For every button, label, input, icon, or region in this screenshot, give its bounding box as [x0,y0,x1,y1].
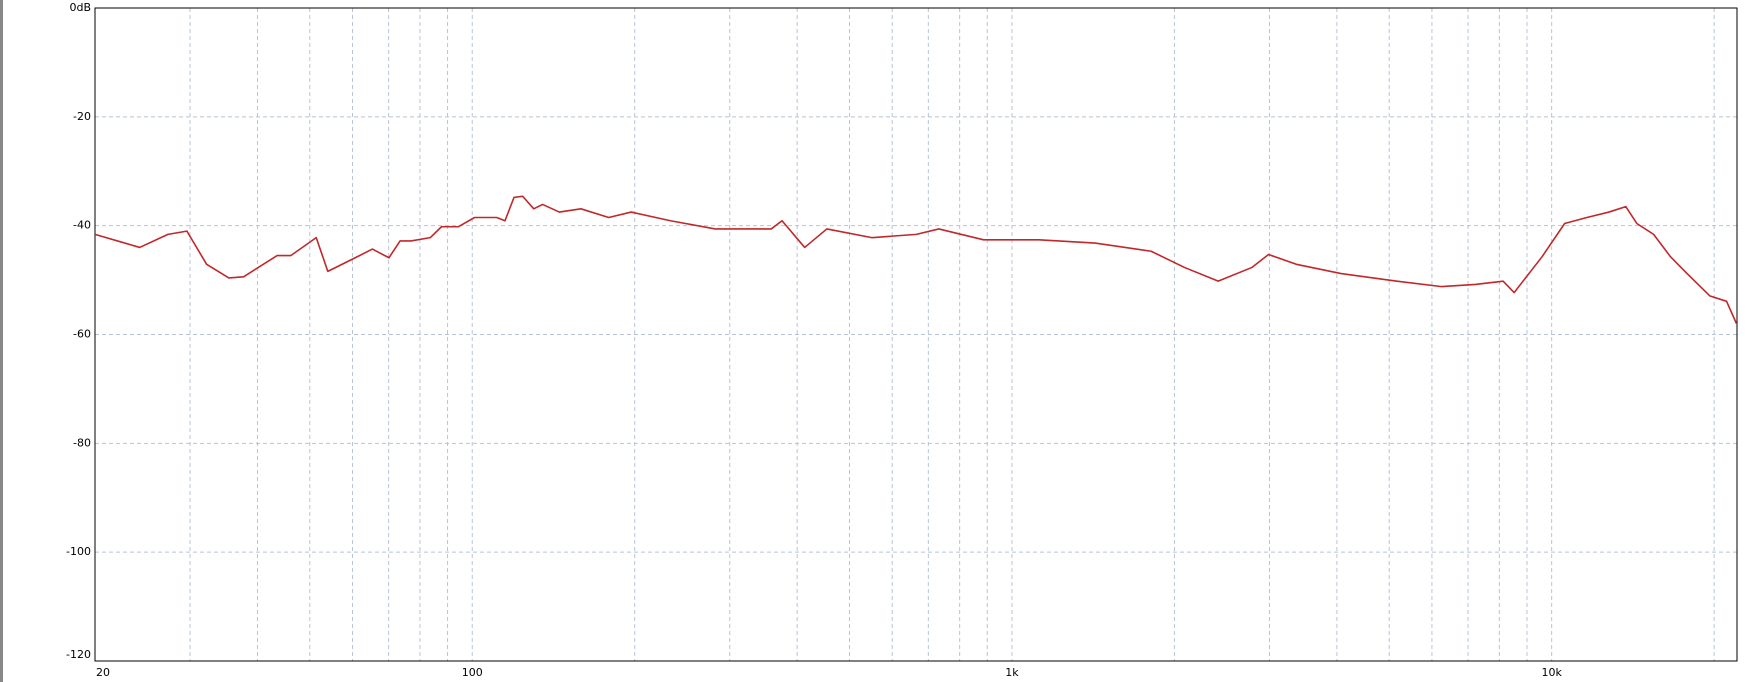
x-tick-label: 1k [1005,666,1019,679]
window-edge [0,0,3,682]
x-tick-label: 10k [1541,666,1562,679]
x-tick-label: 100 [462,666,483,679]
y-tick-label: -60 [73,328,91,341]
y-tick-label: -120 [66,648,91,661]
y-tick-label: -40 [73,219,91,232]
y-tick-label: -100 [66,545,91,558]
x-tick-label: 20 [96,666,110,679]
y-tick-label: 0dB [69,1,91,14]
y-tick-label: -80 [73,436,91,449]
plot-frame [94,7,1738,662]
y-tick-label: -20 [73,110,91,123]
response-line [94,195,1738,324]
